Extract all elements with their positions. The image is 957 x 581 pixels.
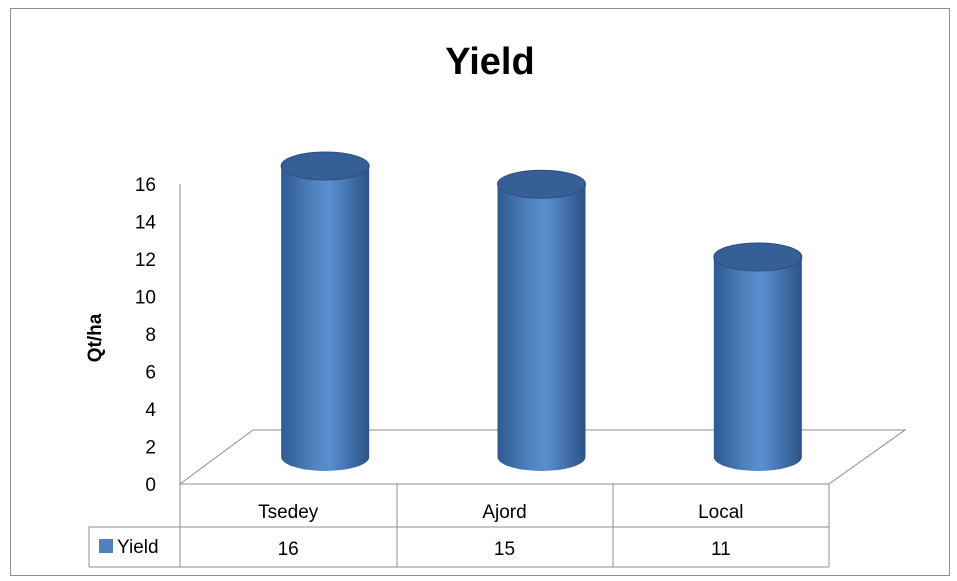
data-table-cells: Tsedey 16 Ajord 15 Local 11: [258, 502, 743, 560]
y-tick-label: 8: [145, 325, 156, 346]
chart-title: Yield: [445, 41, 534, 83]
bar-body: [497, 184, 586, 472]
bar: [497, 169, 586, 472]
bar-top: [280, 151, 370, 181]
bar: [280, 151, 370, 472]
legend-swatch: [99, 539, 113, 553]
y-tick-label: 14: [135, 213, 157, 234]
y-tick-label: 10: [135, 288, 156, 309]
y-tick-label: 2: [145, 438, 156, 459]
y-axis-label: Qt/ha: [85, 313, 106, 362]
category-label: Tsedey: [258, 502, 319, 523]
bar-body: [713, 256, 802, 472]
data-table-value: 11: [711, 539, 731, 560]
data-table: [88, 484, 830, 568]
y-tick-label: 6: [145, 363, 156, 384]
bar-body: [281, 166, 370, 472]
category-label: Local: [698, 502, 743, 523]
y-tick-label: 4: [145, 400, 156, 421]
bar-top: [497, 169, 586, 199]
legend-label: Yield: [117, 537, 159, 558]
bar: [713, 242, 803, 472]
y-axis-ticks: 0 2 4 6 8 10 12 14 16: [135, 175, 157, 496]
data-table-value: 15: [494, 539, 515, 560]
y-tick-label: 16: [135, 175, 156, 196]
bars: [280, 151, 803, 472]
bar-top: [713, 242, 803, 272]
y-tick-label: 0: [145, 475, 156, 496]
y-tick-label: 12: [135, 250, 156, 271]
data-table-value: 16: [278, 539, 299, 560]
category-label: Ajord: [482, 502, 526, 523]
